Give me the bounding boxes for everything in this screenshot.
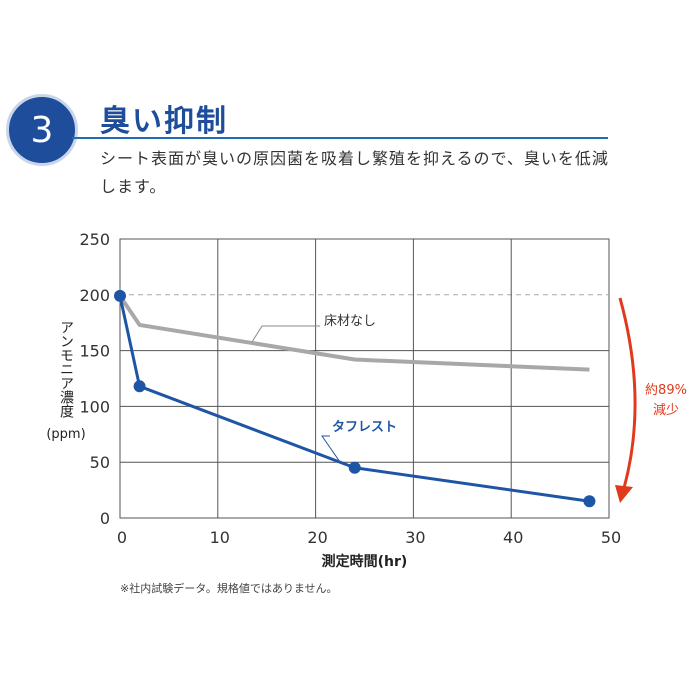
grid [119, 238, 610, 519]
y-tick-label: 100 [79, 397, 110, 416]
reduction-arrow [618, 297, 637, 489]
section-title: 臭い抑制 [100, 104, 228, 139]
data-point [133, 380, 146, 393]
series-label: 床材なし [324, 314, 376, 329]
title-underline [72, 137, 608, 139]
x-tick-label: 10 [210, 528, 230, 547]
section-description: シート表面が臭いの原因菌を吸着し繁殖を抑えるので、臭いを低減します。 [100, 149, 609, 196]
reduction-annotation: 約89% [645, 383, 687, 398]
y-axis-unit: (ppm) [46, 427, 85, 442]
x-tick-label: 50 [601, 528, 621, 547]
series [114, 289, 596, 508]
section-number-badge: 3 [6, 94, 78, 166]
plot-frame [119, 238, 610, 519]
reduction-arrowhead [615, 485, 633, 503]
series-leader-line [251, 325, 320, 343]
y-axis-label: アンモニア濃度 [58, 320, 74, 418]
x-tick-label: 20 [307, 528, 327, 547]
series-line [118, 295, 590, 503]
series-label: タフレスト [332, 420, 397, 435]
data-point [348, 461, 361, 474]
y-tick-label: 50 [90, 453, 110, 472]
x-axis-label: 測定時間(hr) [322, 553, 408, 570]
axes: 0 50 100 150 200 250 0 10 20 30 40 50 [79, 230, 621, 547]
footnote: ※社内試験データ。規格値ではありません。 [120, 582, 338, 595]
series-leader-line [321, 435, 341, 463]
y-tick-label: 250 [79, 230, 110, 249]
y-tick-label: 0 [100, 509, 110, 528]
reduction-annotation: 減少 [653, 402, 679, 418]
data-point [583, 495, 596, 508]
series-line [118, 294, 590, 372]
section-number: 3 [30, 109, 54, 151]
data-point [114, 289, 126, 302]
x-tick-label: 0 [117, 528, 127, 547]
x-tick-label: 40 [503, 528, 523, 547]
y-tick-label: 150 [79, 342, 110, 361]
x-tick-label: 30 [405, 528, 425, 547]
y-tick-label: 200 [79, 286, 110, 305]
